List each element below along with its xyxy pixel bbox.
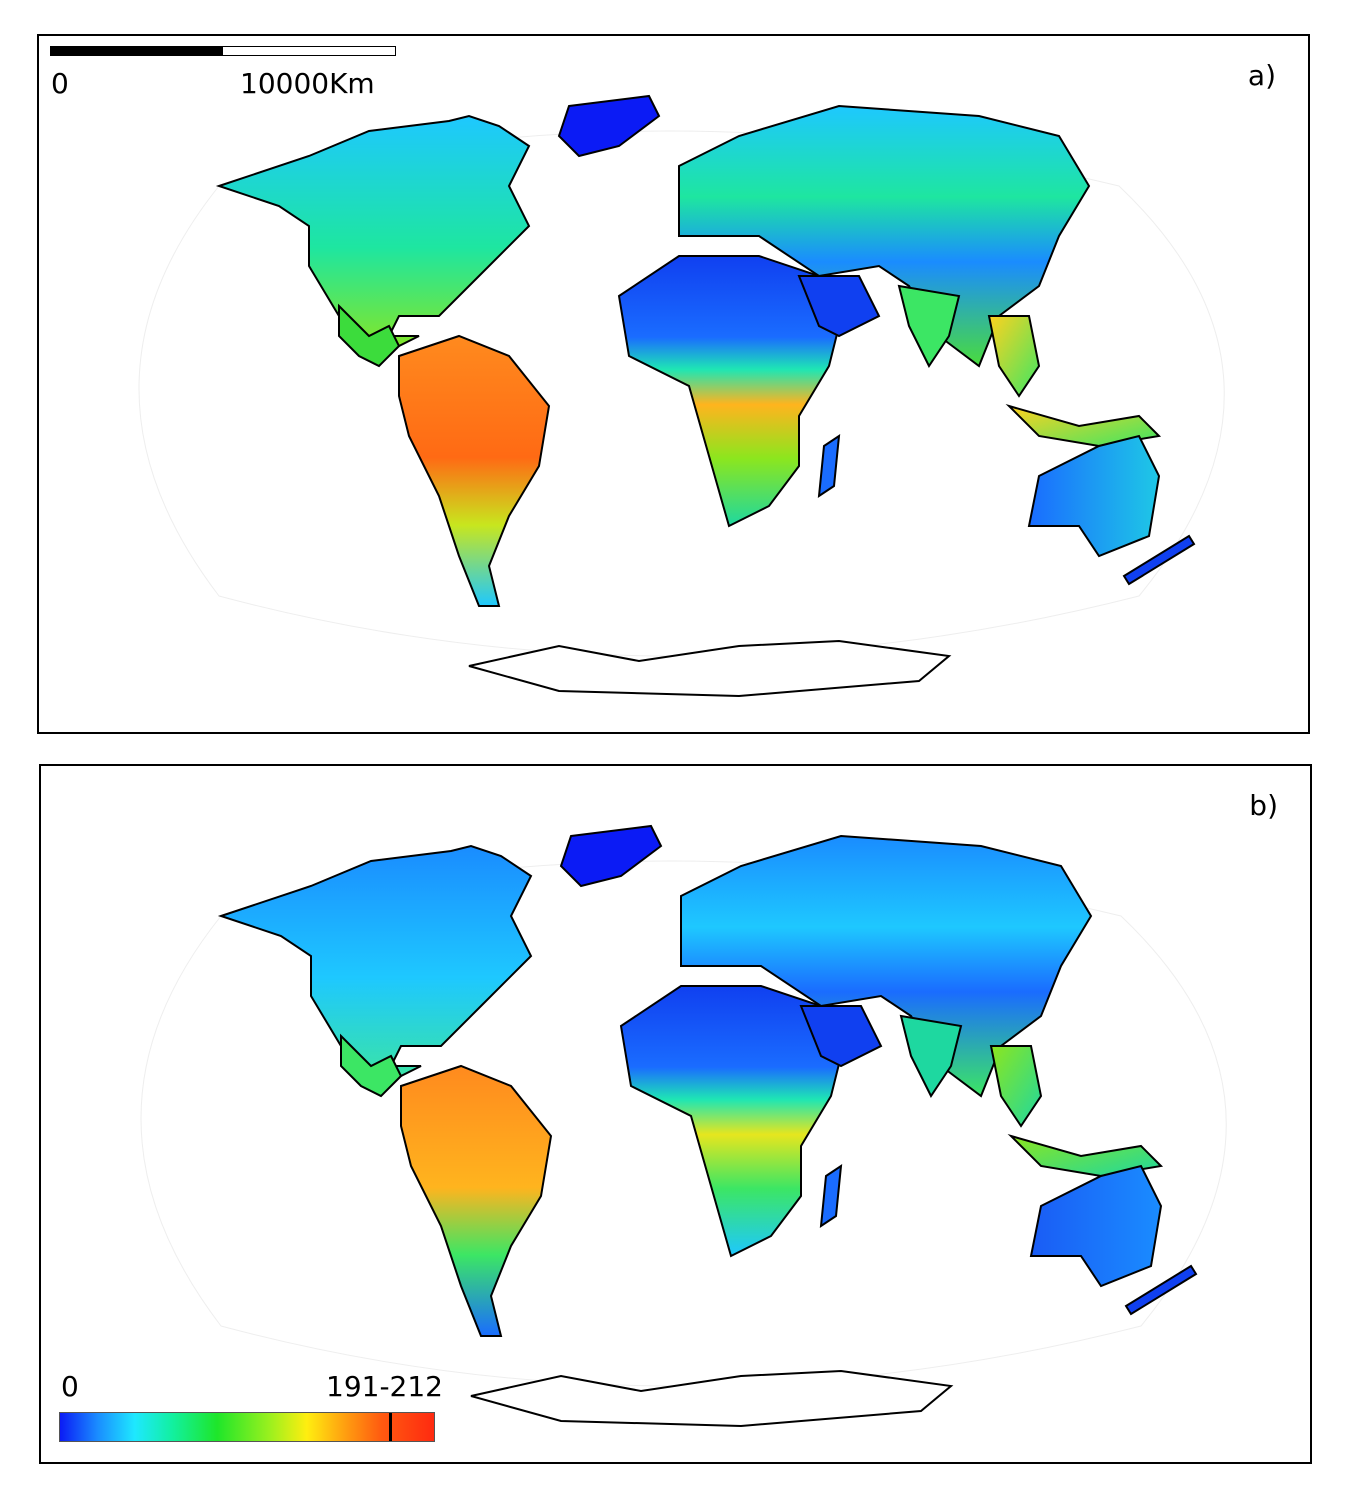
legend-min-label: 0 bbox=[61, 1370, 79, 1403]
scale-bar-min-label: 0 bbox=[51, 67, 69, 100]
panel-b-label: b) bbox=[1249, 789, 1278, 822]
landmass-new-zealand bbox=[1122, 534, 1196, 586]
landmass-indonesia bbox=[1007, 1133, 1164, 1178]
landmass-australia bbox=[1029, 1164, 1163, 1288]
landmass-north-america bbox=[215, 114, 531, 358]
landmass-madagascar bbox=[819, 1163, 843, 1229]
landmass-africa bbox=[619, 985, 843, 1258]
landmass-greenland bbox=[557, 94, 661, 158]
world-map-a bbox=[138, 94, 1225, 698]
map-panel-b: b) 0 191-212 bbox=[39, 764, 1312, 1464]
panel-a-label: a) bbox=[1247, 59, 1276, 92]
landmass-new-zealand bbox=[1124, 1264, 1198, 1316]
color-legend-bar bbox=[59, 1412, 435, 1442]
landmass-central-america bbox=[338, 303, 401, 368]
landmass-greenland bbox=[559, 824, 663, 888]
landmass-central-america bbox=[340, 1033, 403, 1098]
projection-outline bbox=[138, 130, 1225, 657]
landmass-africa bbox=[617, 255, 841, 528]
landmass-indonesia bbox=[1005, 403, 1162, 448]
landmass-australia bbox=[1027, 434, 1161, 558]
legend-max-label: 191-212 bbox=[326, 1370, 443, 1403]
landmass-antarctica bbox=[470, 1369, 954, 1428]
landmass-southeast-asia bbox=[989, 1045, 1043, 1128]
map-panel-a: 0 10000Km a) bbox=[37, 34, 1310, 734]
scale-bar-max-label: 10000Km bbox=[240, 67, 375, 100]
landmass-north-america bbox=[217, 844, 533, 1088]
projection-outline bbox=[140, 860, 1227, 1387]
landmass-arabia bbox=[799, 1005, 883, 1068]
landmass-south-america bbox=[400, 1064, 553, 1337]
landmass-southeast-asia bbox=[987, 315, 1041, 398]
landmass-arabia bbox=[797, 275, 881, 338]
landmass-antarctica bbox=[468, 639, 952, 698]
world-map-b bbox=[140, 824, 1227, 1428]
landmass-south-america bbox=[398, 334, 551, 607]
landmass-india bbox=[899, 1014, 963, 1098]
legend-marker bbox=[389, 1413, 393, 1441]
landmass-madagascar bbox=[817, 433, 841, 499]
landmass-india bbox=[897, 284, 961, 368]
scale-bar bbox=[50, 46, 396, 56]
